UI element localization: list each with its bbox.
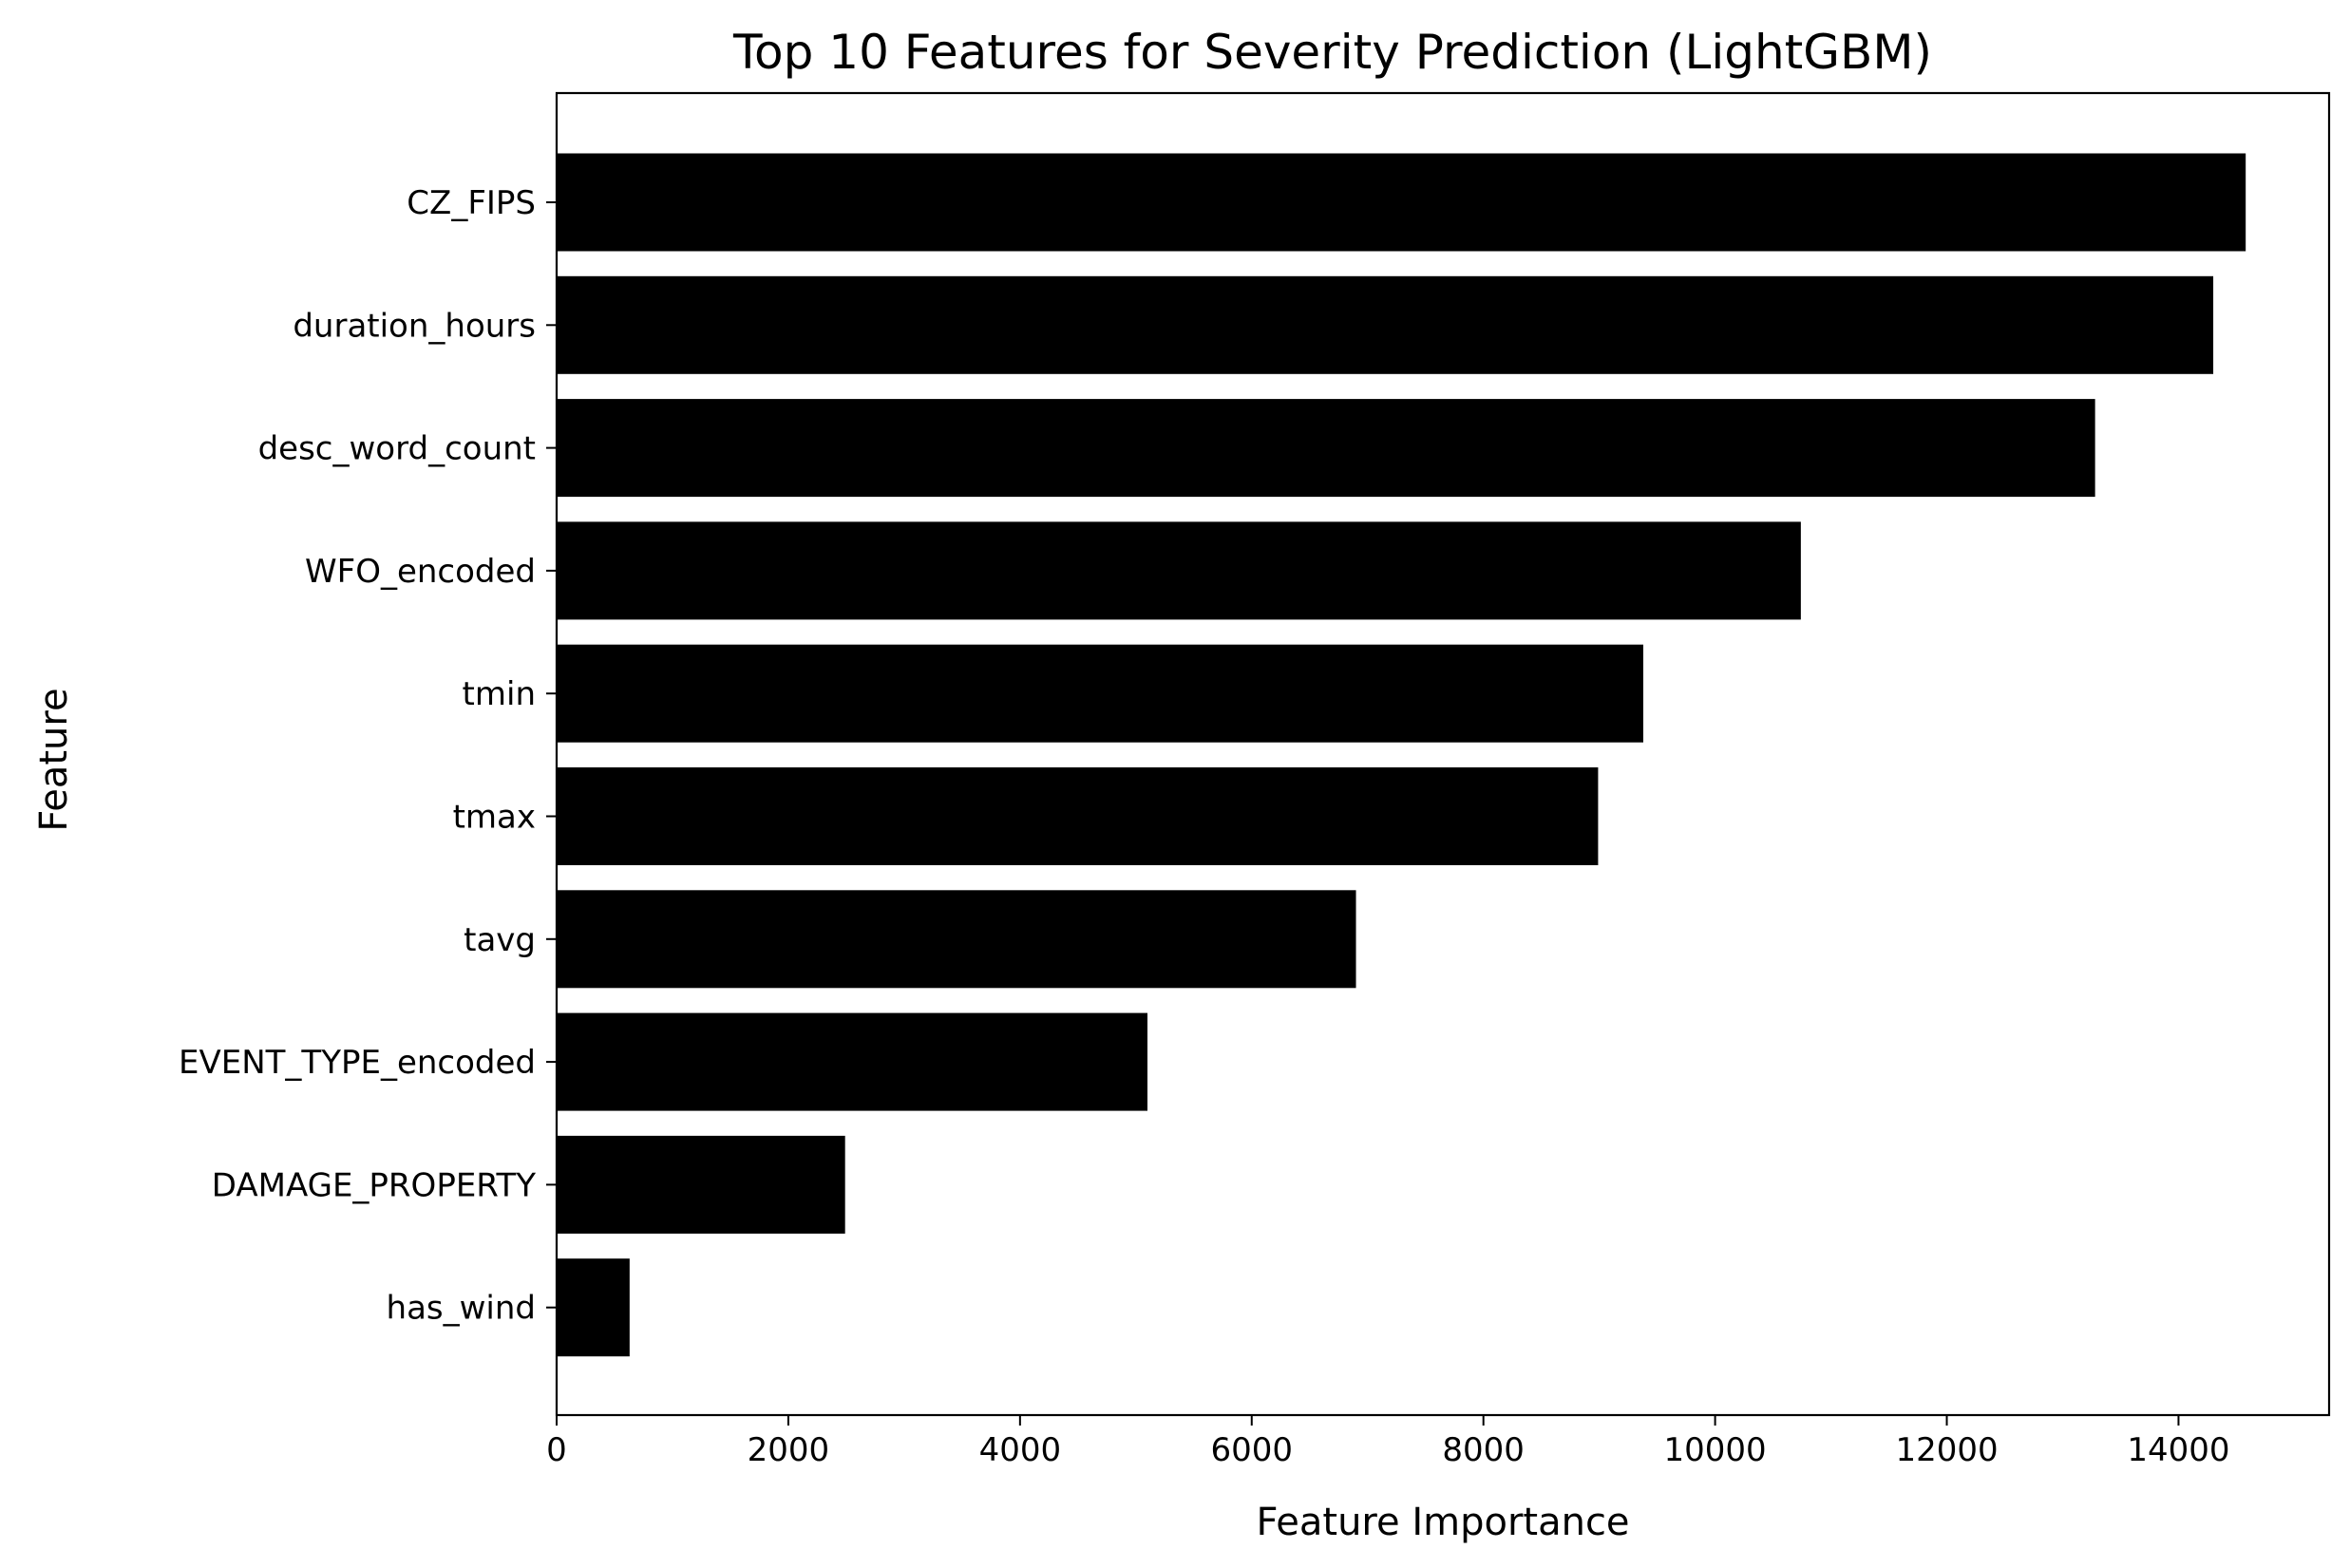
y-axis-label: Feature (32, 688, 76, 831)
x-tick-label: 12000 (1895, 1431, 1998, 1469)
bar-cz-fips (557, 153, 2246, 252)
bar-event-type-encoded (557, 1012, 1147, 1111)
bar-tmin (557, 644, 1643, 743)
y-tick-label: tavg (464, 921, 536, 959)
x-tick-label: 4000 (979, 1431, 1062, 1469)
y-tick-label: tmin (463, 675, 536, 713)
y-tick-label: DAMAGE_PROPERTY (212, 1166, 536, 1204)
x-tick-label: 6000 (1210, 1431, 1293, 1469)
y-tick-label: tmax (453, 799, 536, 837)
y-tick-label: has_wind (387, 1290, 536, 1328)
x-tick-label: 8000 (1442, 1431, 1525, 1469)
bar-has-wind (557, 1258, 630, 1357)
bar-wfo-encoded (557, 521, 1801, 620)
bar-damage-property (557, 1135, 845, 1234)
x-tick-label: 0 (546, 1431, 567, 1469)
x-tick-label: 10000 (1664, 1431, 1767, 1469)
bar-tavg (557, 890, 1356, 989)
x-tick-label: 14000 (2127, 1431, 2229, 1469)
x-tick-label: 2000 (748, 1431, 830, 1469)
y-tick-label: WFO_encoded (305, 553, 536, 591)
bars-group (557, 153, 2246, 1357)
bar-desc-word-count (557, 399, 2095, 498)
y-tick-label: EVENT_TYPE_encoded (179, 1044, 536, 1082)
chart-title: Top 10 Features for Severity Prediction … (732, 25, 1932, 80)
y-ticks-group: CZ_FIPS duration_hours desc_word_count WFO_… (179, 184, 557, 1328)
x-ticks-group: 0 2000 4000 6000 8000 10000 12000 14000 (546, 1415, 2230, 1469)
x-axis-label: Feature Importance (1256, 1501, 1629, 1544)
y-tick-label: duration_hours (293, 307, 536, 345)
bar-duration-hours (557, 275, 2214, 374)
y-tick-label: desc_word_count (258, 430, 536, 468)
y-tick-label: CZ_FIPS (407, 184, 536, 222)
plot-frame (555, 91, 2331, 1417)
bar-tmax (557, 767, 1599, 865)
